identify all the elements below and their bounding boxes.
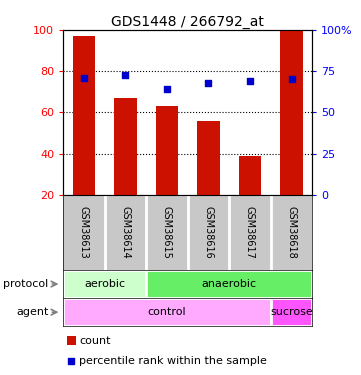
Point bbox=[288, 76, 294, 82]
Text: GSM38618: GSM38618 bbox=[287, 206, 296, 259]
Text: agent: agent bbox=[16, 307, 49, 317]
Bar bbox=[271, 298, 312, 326]
Point bbox=[205, 80, 211, 86]
Point bbox=[164, 86, 170, 92]
Bar bbox=[197, 121, 220, 195]
Point bbox=[122, 72, 129, 78]
Bar bbox=[156, 106, 178, 195]
Point bbox=[247, 78, 253, 84]
Text: sucrose: sucrose bbox=[270, 307, 313, 317]
Text: control: control bbox=[148, 307, 186, 317]
Bar bbox=[63, 270, 146, 298]
Text: GSM38617: GSM38617 bbox=[245, 206, 255, 259]
Bar bbox=[280, 30, 303, 195]
Title: GDS1448 / 266792_at: GDS1448 / 266792_at bbox=[111, 15, 264, 29]
Text: GSM38614: GSM38614 bbox=[121, 206, 130, 259]
Point bbox=[69, 358, 74, 364]
Bar bbox=[73, 36, 95, 195]
Point bbox=[81, 75, 87, 81]
Bar bbox=[63, 298, 271, 326]
Text: count: count bbox=[79, 336, 111, 346]
Text: anaerobic: anaerobic bbox=[202, 279, 257, 289]
Text: aerobic: aerobic bbox=[84, 279, 125, 289]
Text: GSM38613: GSM38613 bbox=[79, 206, 89, 259]
Bar bbox=[239, 156, 261, 195]
Text: GSM38615: GSM38615 bbox=[162, 206, 172, 259]
Bar bbox=[67, 336, 76, 345]
Text: GSM38616: GSM38616 bbox=[204, 206, 213, 259]
Text: protocol: protocol bbox=[4, 279, 49, 289]
Bar bbox=[114, 98, 137, 195]
Bar bbox=[146, 270, 312, 298]
Text: percentile rank within the sample: percentile rank within the sample bbox=[79, 356, 267, 366]
